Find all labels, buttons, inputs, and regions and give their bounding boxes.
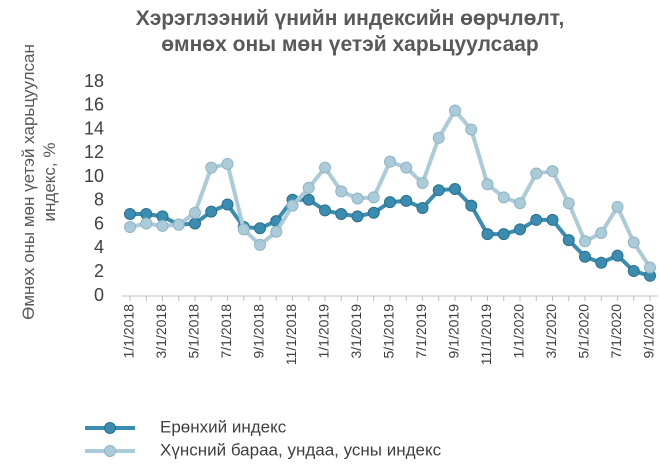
point — [579, 250, 591, 263]
x-tick-label: 7/1/2018 — [218, 304, 234, 359]
point — [124, 207, 136, 220]
point — [416, 202, 429, 215]
point — [351, 192, 364, 205]
point — [562, 234, 575, 247]
point — [189, 206, 201, 219]
x-tick-label: 11/1/2018 — [283, 304, 299, 365]
point — [644, 261, 656, 274]
point — [530, 167, 543, 180]
legend-label: Ерөнхий индекс — [160, 417, 287, 436]
point — [449, 183, 461, 195]
point — [562, 197, 575, 210]
x-tick-label: 1/1/2019 — [316, 304, 332, 359]
point — [254, 238, 266, 251]
point — [432, 131, 445, 144]
point — [221, 158, 234, 171]
point — [400, 194, 413, 207]
point — [611, 200, 624, 213]
x-tick-label: 1/1/2020 — [511, 304, 527, 359]
legend-marker — [104, 445, 116, 457]
point — [140, 217, 153, 230]
point — [465, 123, 478, 136]
point — [156, 219, 169, 232]
point — [432, 184, 445, 197]
point — [611, 249, 624, 262]
point — [416, 177, 429, 190]
y-tick-label: 18 — [84, 71, 104, 91]
y-tick-label: 6 — [94, 213, 104, 233]
x-tick-label: 5/1/2018 — [186, 304, 202, 359]
point — [481, 228, 494, 241]
point — [124, 221, 136, 234]
chart-title: Хэрэглээний үнийн индексийн өөрчлөлт, өм… — [135, 7, 565, 56]
point — [367, 206, 380, 219]
x-tick-label: 3/1/2019 — [348, 304, 364, 359]
point — [530, 213, 543, 226]
point — [546, 213, 559, 226]
point — [302, 193, 315, 206]
y-tick-label: 10 — [84, 166, 104, 186]
point — [367, 191, 380, 204]
x-tick-label: 5/1/2020 — [576, 304, 592, 359]
point — [514, 223, 526, 236]
x-tick-label: 11/1/2019 — [478, 304, 494, 365]
point — [546, 165, 559, 178]
point — [221, 198, 234, 211]
legend-label: Хүнсний бараа, ундаа, усны индекс — [160, 440, 442, 459]
x-tick-label: 3/1/2018 — [153, 304, 169, 359]
y-tick-label: 12 — [84, 142, 104, 162]
y-tick-label: 8 — [94, 190, 104, 210]
y-tick-label: 2 — [94, 261, 104, 281]
point — [189, 217, 201, 230]
point — [465, 199, 478, 212]
point — [205, 161, 218, 174]
point — [286, 199, 299, 212]
point — [335, 185, 348, 198]
y-axis-label: Өмнөх оны мөн үетэй харьцуулсан индекс, … — [19, 44, 59, 320]
point — [627, 236, 640, 249]
point — [384, 196, 396, 209]
point — [497, 191, 510, 204]
x-tick-label: 7/1/2019 — [413, 304, 429, 359]
x-tick-label: 1/1/2018 — [121, 304, 137, 359]
point — [172, 218, 185, 231]
point — [319, 204, 331, 217]
point — [595, 226, 608, 239]
point — [449, 104, 461, 117]
x-tick-label: 9/1/2020 — [641, 304, 657, 359]
y-tick-label: 0 — [94, 285, 104, 305]
point — [335, 207, 348, 220]
y-tick-label: 4 — [94, 237, 104, 257]
point — [270, 225, 283, 238]
point — [319, 161, 331, 174]
point — [205, 205, 218, 218]
y-tick-label: 16 — [84, 95, 104, 115]
point — [302, 181, 315, 194]
point — [627, 265, 640, 278]
legend-marker — [104, 422, 116, 434]
point — [514, 197, 526, 210]
point — [351, 210, 364, 223]
x-tick-label: 5/1/2019 — [381, 304, 397, 359]
x-tick-label: 9/1/2019 — [446, 304, 462, 359]
x-tick-label: 7/1/2020 — [608, 304, 624, 359]
point — [579, 235, 591, 248]
point — [384, 155, 396, 168]
point — [400, 161, 413, 174]
point — [254, 222, 266, 235]
point — [595, 256, 608, 269]
point — [237, 223, 250, 236]
point — [497, 228, 510, 241]
x-tick-label: 3/1/2020 — [543, 304, 559, 359]
y-tick-label: 14 — [84, 118, 104, 138]
x-tick-label: 9/1/2018 — [251, 304, 267, 359]
point — [481, 178, 494, 191]
